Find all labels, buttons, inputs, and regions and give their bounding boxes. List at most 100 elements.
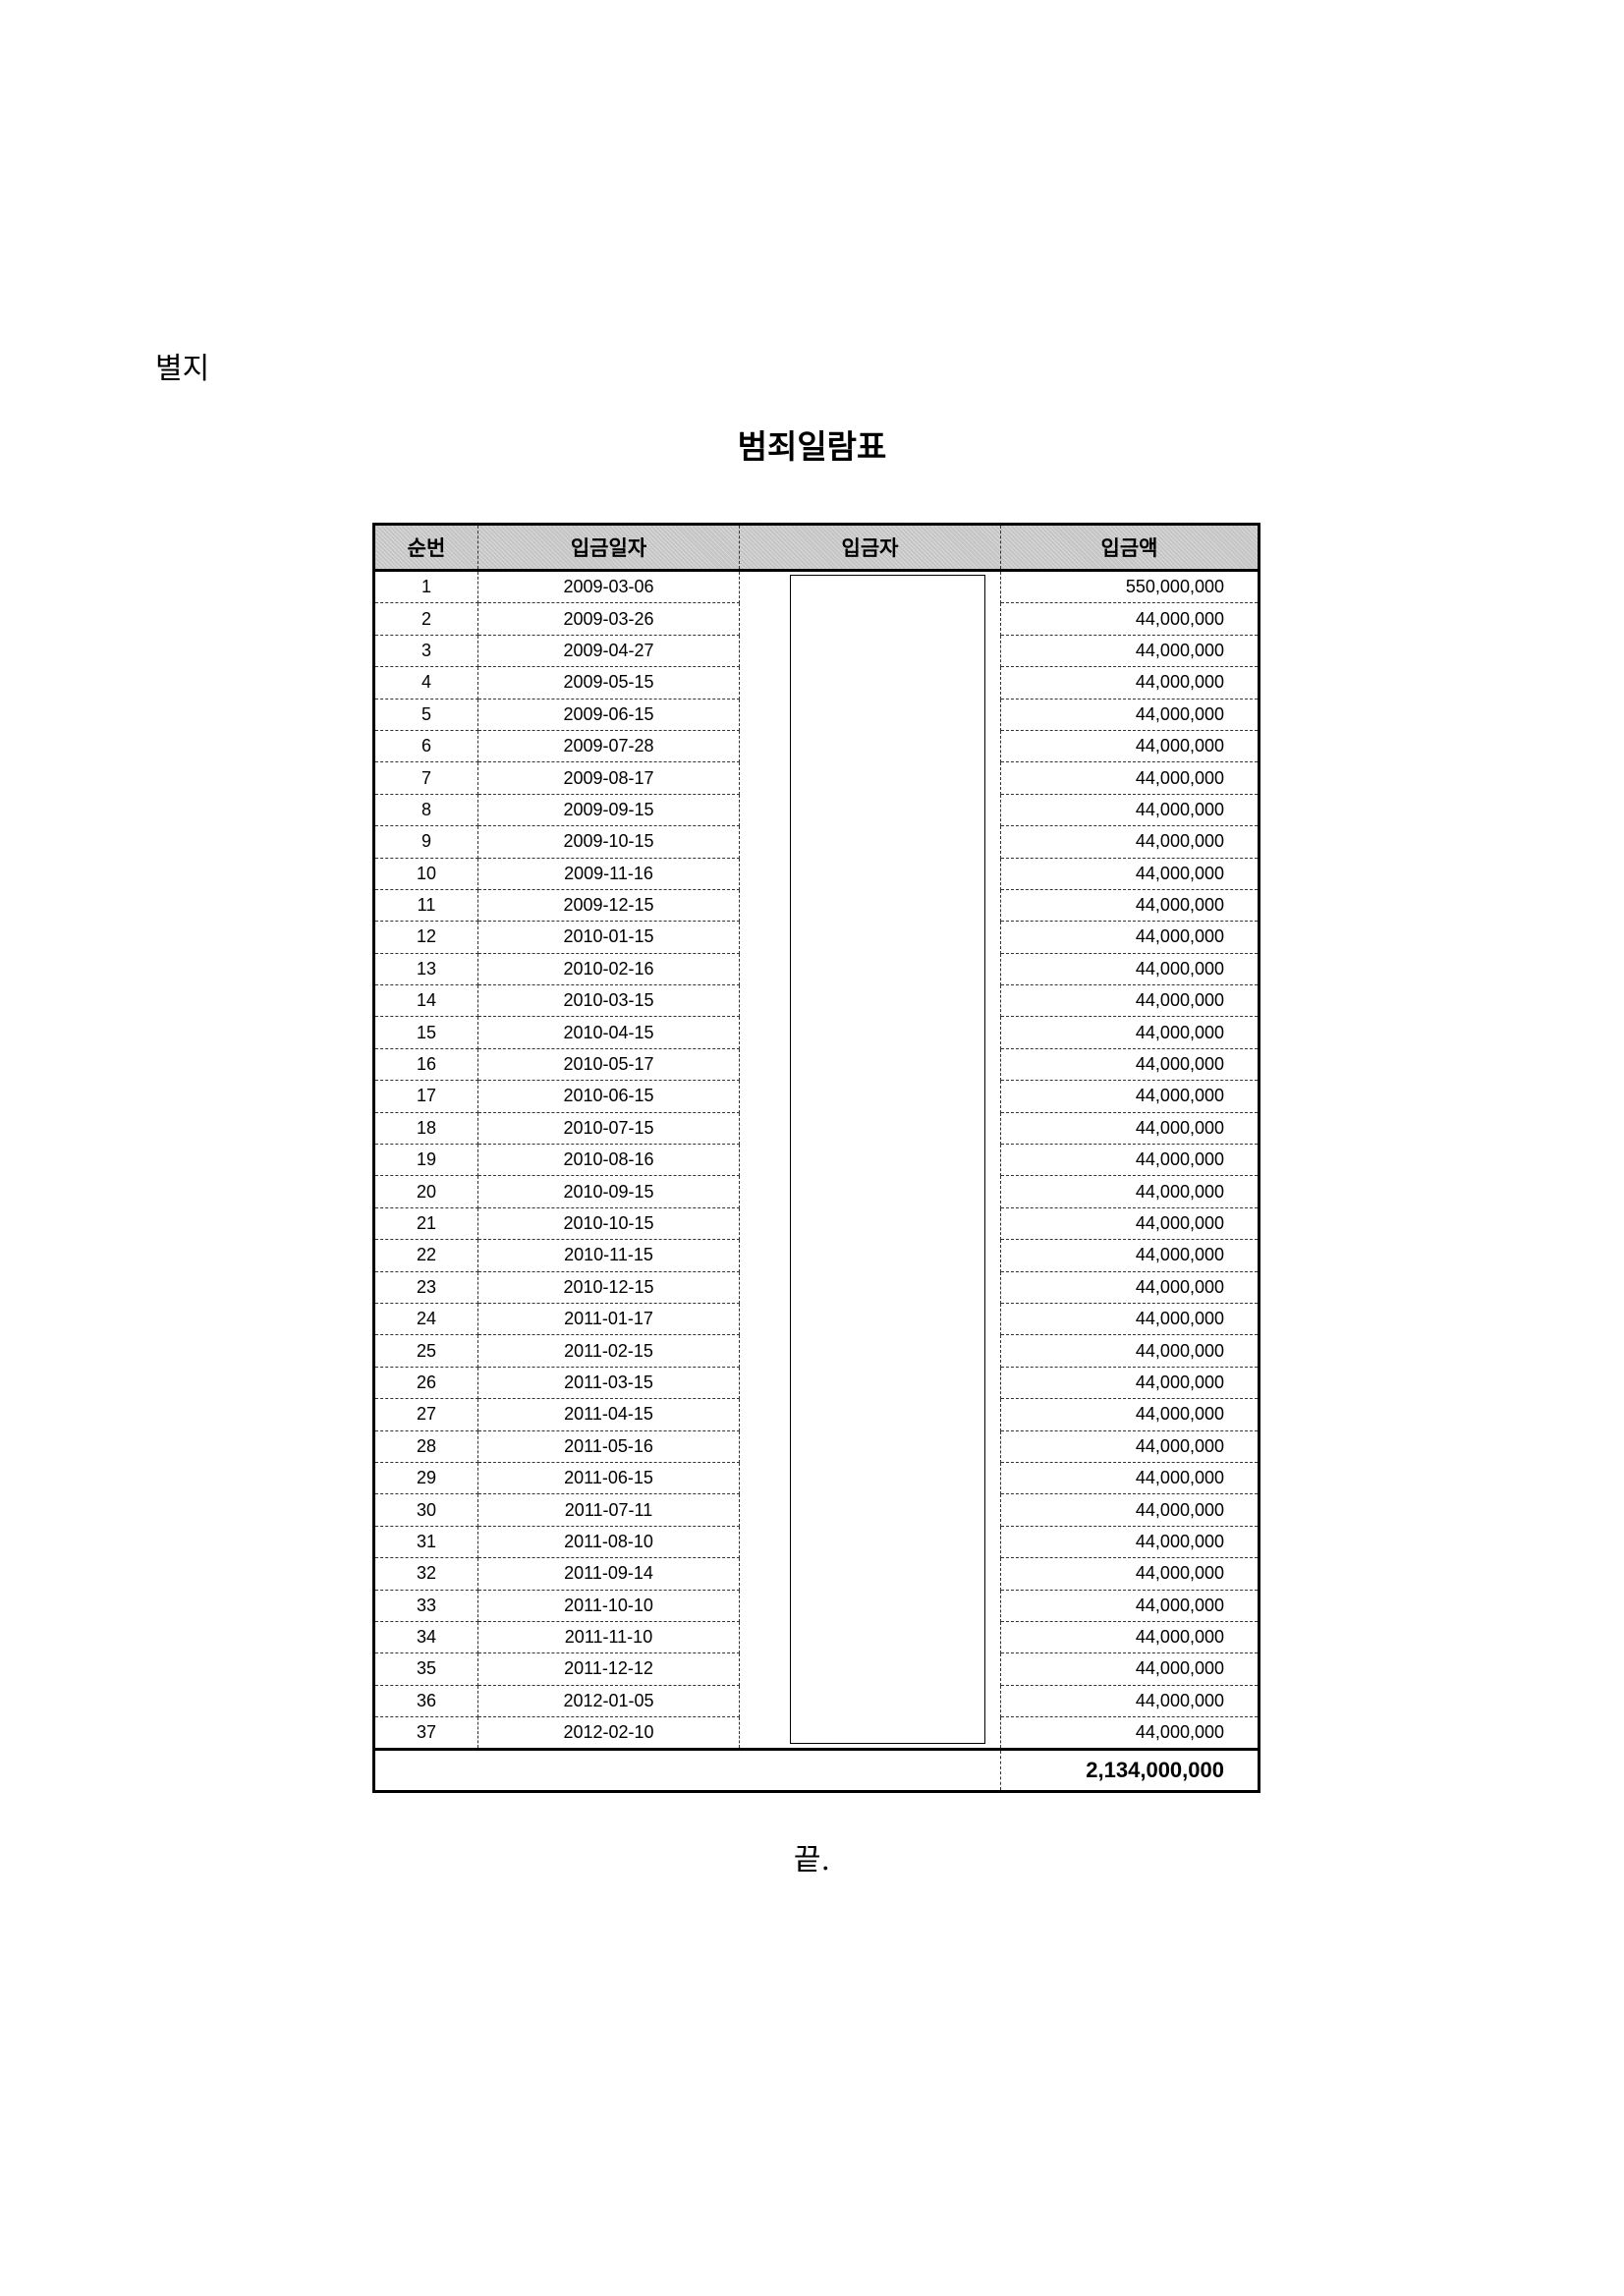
date-cell: 2011-12-12 bbox=[477, 1652, 740, 1686]
date-cell: 2010-07-15 bbox=[477, 1111, 740, 1146]
seq-cell: 33 bbox=[373, 1589, 478, 1622]
date-cell: 2009-06-15 bbox=[477, 698, 740, 731]
date-cell: 2011-01-17 bbox=[477, 1302, 740, 1336]
date-cell: 2010-10-15 bbox=[477, 1206, 740, 1241]
seq-cell: 34 bbox=[373, 1620, 478, 1654]
seq-cell: 10 bbox=[373, 857, 478, 890]
seq-cell: 14 bbox=[373, 984, 478, 1018]
seq-cell: 21 bbox=[373, 1206, 478, 1241]
amount-cell: 44,000,000 bbox=[1000, 825, 1260, 859]
date-cell: 2012-02-10 bbox=[477, 1716, 740, 1751]
seq-cell: 31 bbox=[373, 1525, 478, 1559]
date-cell: 2011-05-16 bbox=[477, 1429, 740, 1463]
total-label-cell bbox=[373, 1748, 1001, 1793]
date-cell: 2011-02-15 bbox=[477, 1334, 740, 1368]
date-cell: 2010-03-15 bbox=[477, 984, 740, 1018]
amount-cell: 44,000,000 bbox=[1000, 698, 1260, 731]
seq-cell: 22 bbox=[373, 1239, 478, 1272]
amount-cell: 44,000,000 bbox=[1000, 1334, 1260, 1368]
seq-cell: 23 bbox=[373, 1270, 478, 1304]
amount-cell: 44,000,000 bbox=[1000, 1493, 1260, 1527]
date-cell: 2011-10-10 bbox=[477, 1589, 740, 1622]
date-cell: 2009-04-27 bbox=[477, 634, 740, 668]
date-cell: 2009-10-15 bbox=[477, 825, 740, 859]
amount-cell: 44,000,000 bbox=[1000, 1620, 1260, 1654]
amount-cell: 44,000,000 bbox=[1000, 761, 1260, 795]
amount-cell: 44,000,000 bbox=[1000, 1080, 1260, 1113]
amount-cell: 44,000,000 bbox=[1000, 1270, 1260, 1304]
seq-cell: 26 bbox=[373, 1366, 478, 1400]
seq-cell: 32 bbox=[373, 1557, 478, 1591]
seq-cell: 29 bbox=[373, 1461, 478, 1495]
amount-cell: 550,000,000 bbox=[1000, 569, 1260, 604]
date-cell: 2010-11-15 bbox=[477, 1239, 740, 1272]
total-row: 2,134,000,000 bbox=[373, 1748, 1260, 1793]
date-cell: 2010-04-15 bbox=[477, 1016, 740, 1049]
amount-cell: 44,000,000 bbox=[1000, 857, 1260, 890]
amount-cell: 44,000,000 bbox=[1000, 666, 1260, 700]
date-cell: 2009-11-16 bbox=[477, 857, 740, 890]
table-row: 23 2010-12-15 44,000,000 bbox=[373, 1270, 1260, 1304]
seq-cell: 30 bbox=[373, 1493, 478, 1527]
amount-cell: 44,000,000 bbox=[1000, 1652, 1260, 1686]
amount-cell: 44,000,000 bbox=[1000, 1557, 1260, 1591]
amount-cell: 44,000,000 bbox=[1000, 1525, 1260, 1559]
amount-cell: 44,000,000 bbox=[1000, 1461, 1260, 1495]
total-amount: 2,134,000,000 bbox=[1000, 1748, 1260, 1793]
seq-cell: 1 bbox=[373, 569, 478, 604]
seq-cell: 24 bbox=[373, 1302, 478, 1336]
seq-cell: 27 bbox=[373, 1398, 478, 1431]
seq-cell: 6 bbox=[373, 729, 478, 763]
amount-cell: 44,000,000 bbox=[1000, 634, 1260, 668]
amount-cell: 44,000,000 bbox=[1000, 1206, 1260, 1241]
amount-cell: 44,000,000 bbox=[1000, 729, 1260, 763]
date-cell: 2010-02-16 bbox=[477, 952, 740, 986]
date-cell: 2009-09-15 bbox=[477, 793, 740, 827]
table-header-row: 순번 입금일자 입금자 입금액 bbox=[373, 524, 1260, 571]
seq-cell: 7 bbox=[373, 761, 478, 795]
amount-cell: 44,000,000 bbox=[1000, 602, 1260, 636]
date-cell: 2010-05-17 bbox=[477, 1047, 740, 1082]
date-cell: 2009-12-15 bbox=[477, 888, 740, 923]
seq-cell: 16 bbox=[373, 1047, 478, 1082]
amount-cell: 44,000,000 bbox=[1000, 1716, 1260, 1751]
seq-cell: 4 bbox=[373, 666, 478, 700]
seq-cell: 28 bbox=[373, 1429, 478, 1463]
date-cell: 2011-03-15 bbox=[477, 1366, 740, 1400]
seq-cell: 36 bbox=[373, 1684, 478, 1718]
date-cell: 2011-07-11 bbox=[477, 1493, 740, 1527]
date-cell: 2010-01-15 bbox=[477, 921, 740, 954]
seq-cell: 17 bbox=[373, 1080, 478, 1113]
amount-cell: 44,000,000 bbox=[1000, 1398, 1260, 1431]
date-cell: 2009-07-28 bbox=[477, 729, 740, 763]
seq-cell: 35 bbox=[373, 1652, 478, 1686]
amount-cell: 44,000,000 bbox=[1000, 1684, 1260, 1718]
amount-cell: 44,000,000 bbox=[1000, 1144, 1260, 1177]
annex-label: 별지 bbox=[155, 352, 210, 386]
amount-cell: 44,000,000 bbox=[1000, 921, 1260, 954]
seq-cell: 3 bbox=[373, 634, 478, 668]
header-deposit-date: 입금일자 bbox=[477, 524, 740, 571]
date-cell: 2011-09-14 bbox=[477, 1557, 740, 1591]
date-cell: 2011-08-10 bbox=[477, 1525, 740, 1559]
seq-cell: 20 bbox=[373, 1175, 478, 1208]
seq-cell: 25 bbox=[373, 1334, 478, 1368]
seq-cell: 12 bbox=[373, 921, 478, 954]
amount-cell: 44,000,000 bbox=[1000, 1429, 1260, 1463]
date-cell: 2009-03-06 bbox=[477, 569, 740, 604]
amount-cell: 44,000,000 bbox=[1000, 793, 1260, 827]
seq-cell: 8 bbox=[373, 793, 478, 827]
date-cell: 2009-05-15 bbox=[477, 666, 740, 700]
amount-cell: 44,000,000 bbox=[1000, 1175, 1260, 1208]
amount-cell: 44,000,000 bbox=[1000, 984, 1260, 1018]
date-cell: 2012-01-05 bbox=[477, 1684, 740, 1718]
seq-cell: 19 bbox=[373, 1144, 478, 1177]
amount-cell: 44,000,000 bbox=[1000, 1047, 1260, 1082]
header-seq: 순번 bbox=[373, 524, 478, 571]
amount-cell: 44,000,000 bbox=[1000, 1589, 1260, 1622]
header-depositor: 입금자 bbox=[739, 524, 1001, 571]
date-cell: 2011-06-15 bbox=[477, 1461, 740, 1495]
seq-cell: 18 bbox=[373, 1111, 478, 1146]
date-cell: 2011-04-15 bbox=[477, 1398, 740, 1431]
amount-cell: 44,000,000 bbox=[1000, 1111, 1260, 1146]
